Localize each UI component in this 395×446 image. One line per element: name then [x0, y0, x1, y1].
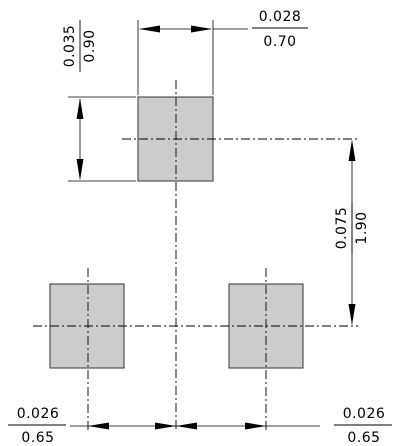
top-pad-width-inch: 0.028 — [259, 9, 302, 25]
top-pad-height-mm: 0.90 — [82, 29, 98, 62]
vertical-pitch-label: 0.075 1.90 — [334, 202, 370, 254]
vertical-pitch-mm: 1.90 — [354, 211, 370, 244]
top-pad-width-mm: 0.70 — [263, 34, 296, 50]
top-pad-height-dimension — [68, 96, 136, 182]
right-offset-inch: 0.026 — [343, 406, 386, 422]
top-pad-height-label: 0.035 0.90 — [62, 20, 98, 72]
vertical-pitch-inch: 0.075 — [334, 207, 350, 250]
right-offset-mm: 0.65 — [347, 430, 380, 446]
left-offset-inch: 0.026 — [17, 406, 60, 422]
left-offset-label: 0.026 0.65 — [8, 406, 66, 446]
bottom-offset-dimensions — [70, 422, 320, 430]
right-offset-label: 0.026 0.65 — [334, 406, 392, 446]
top-pad-height-inch: 0.035 — [62, 25, 78, 68]
center-lines — [33, 80, 358, 430]
left-offset-mm: 0.65 — [21, 430, 54, 446]
top-pad-width-label: 0.028 0.70 — [252, 9, 308, 50]
top-pad-width-dimension — [137, 20, 248, 95]
